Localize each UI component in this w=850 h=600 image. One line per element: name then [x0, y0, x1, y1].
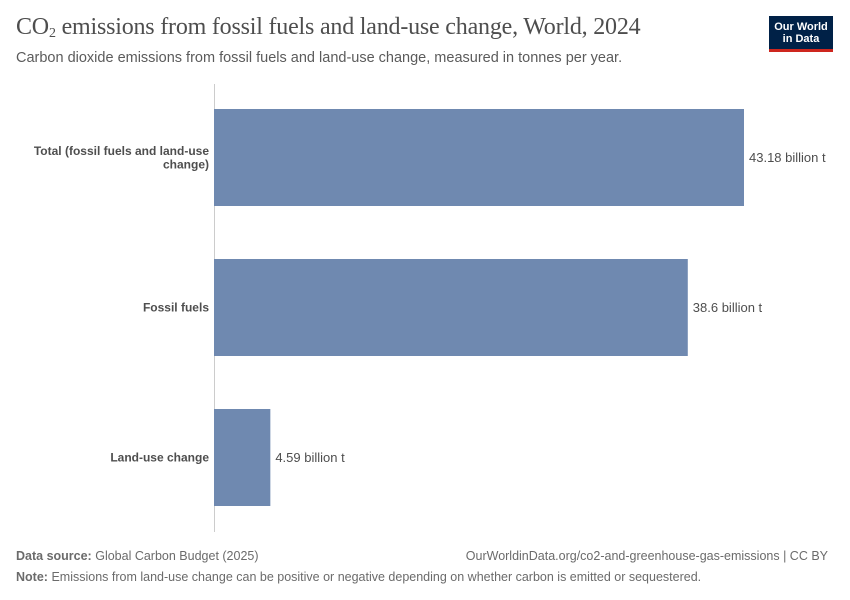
chart-subtitle: Carbon dioxide emissions from fossil fue…	[16, 50, 623, 66]
value-label-0: 43.18 billion t	[749, 150, 826, 165]
value-label-2: 4.59 billion t	[275, 450, 345, 465]
category-label-0: Total (fossil fuels and land-use change)	[34, 144, 209, 172]
value-label-1: 38.6 billion t	[693, 300, 763, 315]
logo-line-1: Our World	[774, 21, 828, 33]
category-label-2: Land-use change	[110, 451, 209, 465]
source-url-link[interactable]: OurWorldinData.org/co2-and-greenhouse-ga…	[465, 549, 828, 563]
bar-1[interactable]	[214, 259, 688, 356]
bar-0[interactable]	[214, 109, 744, 206]
logo-line-2: in Data	[782, 33, 820, 45]
footer-source-row: Data source: Global Carbon Budget (2025)…	[16, 549, 828, 563]
footer-note: Note: Emissions from land-use change can…	[16, 570, 702, 584]
bar-2[interactable]	[214, 409, 271, 506]
category-label-1: Fossil fuels	[143, 301, 209, 315]
owid-logo[interactable]: Our World in Data	[769, 16, 833, 52]
source-label: Data source: Global Carbon Budget (2025)	[16, 549, 259, 563]
chart-title: CO2 emissions from fossil fuels and land…	[16, 14, 641, 41]
